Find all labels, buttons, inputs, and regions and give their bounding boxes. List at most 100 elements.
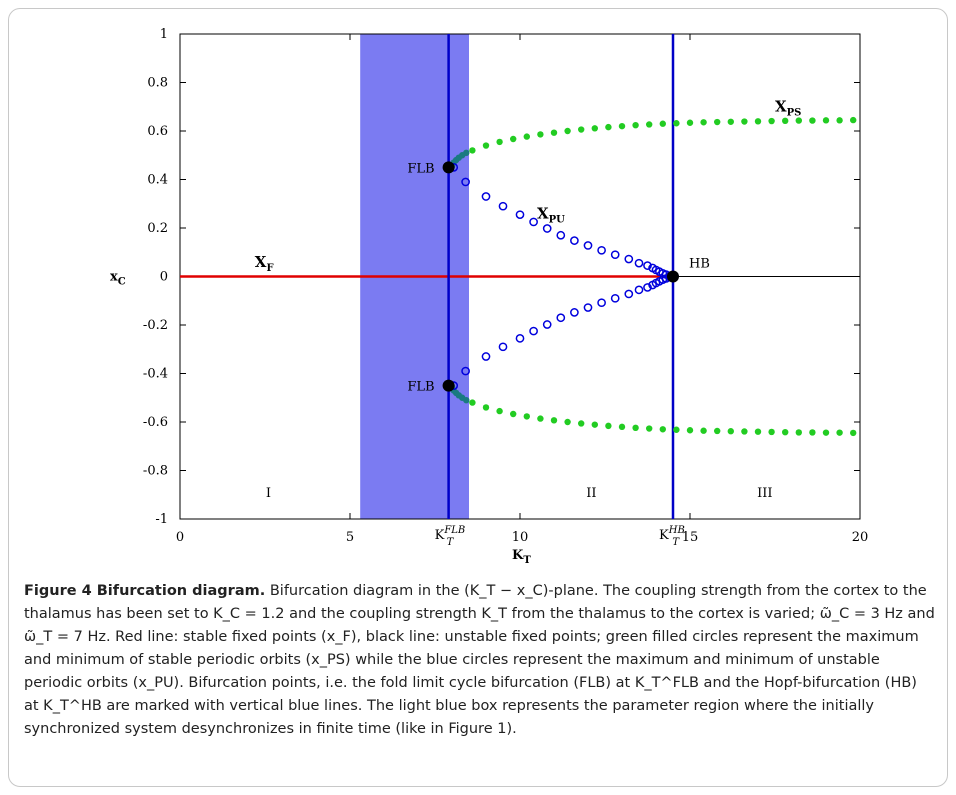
stable-orbit-point (700, 428, 706, 434)
y-axis-title: xC (110, 270, 126, 288)
y-tick-label: 0.2 (147, 221, 168, 236)
stable-orbit-point (660, 426, 666, 432)
unstable-orbit-point (516, 211, 523, 218)
stable-orbit-point (768, 118, 774, 124)
stable-orbit-point (673, 427, 679, 433)
stable-orbit-point (700, 119, 706, 125)
stable-orbit-point (463, 150, 469, 156)
caption-title: Figure 4 Bifurcation diagram. (24, 583, 265, 599)
stable-orbit-point (673, 120, 679, 126)
y-tick-label: 0.8 (147, 76, 168, 91)
stable-orbit-point (741, 118, 747, 124)
stable-orbit-point (687, 427, 693, 433)
stable-orbit-point (755, 118, 761, 124)
stable-orbit-point (850, 430, 856, 436)
stable-orbit-point (564, 419, 570, 425)
region-label: I (266, 486, 271, 501)
stable-orbit-point (483, 404, 489, 410)
y-tick-label: 0.6 (147, 124, 168, 139)
y-tick-label: 0.4 (147, 173, 168, 188)
y-tick-label: -0.4 (143, 367, 168, 382)
stable-orbit-point (836, 429, 842, 435)
stable-orbit-point (823, 429, 829, 435)
stable-orbit-point (619, 424, 625, 430)
unstable-orbit-point (625, 290, 632, 297)
y-tick-label: -0.2 (143, 318, 168, 333)
stable-orbit-point (809, 429, 815, 435)
stable-orbit-point (496, 408, 502, 414)
stable-orbit-point (578, 420, 584, 426)
stable-orbit-point (592, 421, 598, 427)
y-tick-label: -1 (155, 512, 168, 527)
unstable-orbit-point (625, 255, 632, 262)
stable-orbit-point (537, 415, 543, 421)
stable-orbit-point (619, 123, 625, 129)
stable-orbit-point (551, 129, 557, 135)
y-tick-label: 1 (160, 27, 168, 42)
stable-orbit-point (796, 429, 802, 435)
stable-orbit-point (728, 428, 734, 434)
stable-orbit-point (741, 428, 747, 434)
bifurcation-point (443, 380, 455, 392)
unstable-orbit-point (598, 247, 605, 254)
unstable-orbit-point (530, 327, 537, 334)
stable-orbit-point (687, 120, 693, 126)
stable-orbit-point (469, 399, 475, 405)
unstable-orbit-point (635, 286, 642, 293)
stable-orbit-point (578, 126, 584, 132)
y-tick-label: -0.8 (143, 464, 168, 479)
x-tick-label: 0 (176, 530, 184, 545)
unstable-orbit-point (557, 314, 564, 321)
stable-orbit-point (850, 117, 856, 123)
stable-orbit-point (646, 121, 652, 127)
unstable-orbit-point (635, 260, 642, 267)
unstable-orbit-point (612, 295, 619, 302)
stable-orbit-point (483, 142, 489, 148)
region-label: III (757, 486, 772, 501)
unstable-orbit-point (612, 251, 619, 258)
stable-orbit-point (524, 413, 530, 419)
stable-orbit-point (823, 117, 829, 123)
stable-orbit-point (605, 124, 611, 130)
bifurcation-label: FLB (407, 161, 434, 176)
stable-orbit-point (605, 423, 611, 429)
figure-caption: Figure 4 Bifurcation diagram. Bifurcatio… (24, 580, 936, 741)
bifurcation-point (667, 271, 679, 283)
x-axis-title: KT (512, 548, 531, 566)
stable-orbit-point (714, 428, 720, 434)
stable-orbit-point (463, 397, 469, 403)
stable-orbit-point (469, 147, 475, 153)
stable-orbit-point (768, 429, 774, 435)
stable-orbit-point (510, 411, 516, 417)
stable-orbit-point (809, 117, 815, 123)
y-tick-label: -0.6 (143, 415, 168, 430)
unstable-orbit-point (482, 193, 489, 200)
series-label: XF (255, 253, 274, 274)
stable-orbit-point (537, 131, 543, 137)
unstable-orbit-point (516, 335, 523, 342)
unstable-orbit-point (571, 309, 578, 316)
special-x-tick-label: KFLB T (435, 525, 466, 548)
stable-orbit-point (524, 133, 530, 139)
unstable-orbit-point (544, 225, 551, 232)
stable-orbit-point (836, 117, 842, 123)
unstable-orbit-point (544, 321, 551, 328)
unstable-orbit-point (571, 237, 578, 244)
stable-orbit-point (714, 119, 720, 125)
stable-orbit-point (728, 119, 734, 125)
stable-orbit-point (755, 429, 761, 435)
plot-area: 10.80.60.40.20-0.2-0.4-0.6-0.8-10 5 10 15 20… (110, 27, 868, 566)
stable-orbit-point (564, 128, 570, 134)
bifurcation-label: HB (689, 257, 710, 272)
bifurcation-point (443, 161, 455, 173)
stable-orbit-point (510, 136, 516, 142)
y-tick-label: 0 (160, 270, 168, 285)
bifurcation-chart: 1 0.8 0.6 0.4 0.2 0 -0.2 -0.4 -0.6 -0.8 -1 0 5 10 15 20… (0, 0, 956, 575)
x-tick-label: 20 (852, 530, 869, 545)
stable-orbit-point (496, 139, 502, 145)
bifurcation-label: FLB (407, 380, 434, 395)
unstable-orbit-point (557, 232, 564, 239)
stable-orbit-point (646, 425, 652, 431)
stable-orbit-point (782, 429, 788, 435)
caption-body: Bifurcation diagram in the (K_T − x_C)-p… (24, 583, 935, 737)
